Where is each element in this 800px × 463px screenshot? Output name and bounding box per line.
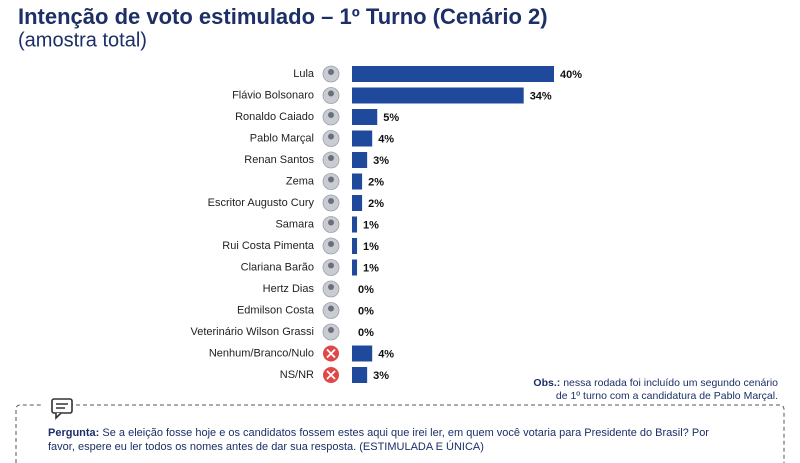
question-text: Se a eleição fosse hoje e os candidatos … — [102, 427, 709, 439]
candidate-avatar-head — [328, 305, 334, 312]
bar — [352, 130, 373, 147]
bar — [352, 66, 554, 82]
category-label: Ronaldo Caiado — [235, 111, 314, 123]
value-label: 1% — [363, 241, 379, 253]
none-icon-x — [326, 370, 336, 380]
value-label: 34% — [530, 90, 552, 102]
candidate-avatar-head — [328, 133, 334, 140]
category-label: Zema — [286, 175, 315, 187]
question-box — [15, 404, 785, 463]
bar — [352, 216, 358, 233]
candidate-avatar-head — [328, 198, 334, 204]
candidate-avatar-head — [328, 327, 334, 333]
category-label: Flávio Bolsonaro — [232, 89, 314, 101]
question-icon — [51, 398, 73, 420]
value-label: 0% — [358, 305, 374, 317]
category-label: Lula — [293, 68, 315, 80]
bar — [352, 195, 363, 211]
value-label: 40% — [560, 69, 582, 81]
none-icon-x — [326, 348, 336, 359]
value-label: 0% — [358, 284, 374, 296]
candidate-avatar-head — [328, 155, 334, 161]
note: Obs.: nessa rodada foi incluído um segun… — [533, 377, 778, 389]
candidate-avatar-head — [328, 241, 334, 247]
category-label: Hertz Dias — [263, 283, 315, 295]
candidate-avatar-head — [328, 262, 334, 269]
candidate-avatar-head — [328, 284, 334, 290]
question: Pergunta: Se a eleição fosse hoje e os c… — [48, 427, 709, 439]
bar — [352, 109, 378, 125]
bar — [352, 238, 358, 254]
value-label: 2% — [368, 176, 384, 188]
value-label: 1% — [363, 262, 379, 274]
category-label: Escritor Augusto Cury — [208, 197, 315, 209]
value-label: 2% — [368, 198, 384, 210]
bar — [352, 345, 373, 362]
candidate-avatar-head — [328, 69, 334, 75]
category-label: NS/NR — [280, 369, 314, 381]
category-label: Clariana Barão — [241, 261, 314, 273]
bar — [352, 367, 368, 383]
category-label: Rui Costa Pimenta — [222, 240, 315, 252]
bar — [352, 173, 363, 190]
value-label: 1% — [363, 219, 379, 231]
value-label: 4% — [378, 348, 394, 360]
value-label: 3% — [373, 155, 389, 167]
note-text: nessa rodada foi incluído um segundo cen… — [563, 377, 778, 389]
candidate-avatar-head — [328, 176, 334, 183]
value-label: 3% — [373, 370, 389, 382]
question-text: favor, espere eu ler todos os nomes ante… — [48, 440, 484, 453]
category-label: Nenhum/Branco/Nulo — [209, 347, 314, 359]
candidate-avatar-head — [328, 219, 334, 226]
category-label: Veterinário Wilson Grassi — [191, 326, 315, 338]
category-label: Pablo Marçal — [250, 132, 314, 144]
bar — [352, 87, 524, 104]
bar — [352, 259, 358, 276]
category-label: Renan Santos — [244, 154, 314, 166]
question-label: Pergunta: — [48, 427, 99, 439]
note-text: de 1º turno com a candidatura de Pablo M… — [556, 390, 778, 402]
value-label: 5% — [383, 112, 399, 124]
bar — [352, 152, 368, 168]
candidate-avatar-head — [328, 112, 334, 118]
category-label: Samara — [275, 218, 314, 230]
note-label: Obs.: — [533, 377, 560, 389]
value-label: 0% — [358, 327, 374, 339]
chart-subtitle: (amostra total) — [18, 29, 147, 51]
chart-title: Intenção de voto estimulado – 1º Turno (… — [18, 4, 548, 29]
candidate-avatar-head — [328, 90, 334, 97]
category-label: Edmilson Costa — [237, 304, 315, 316]
value-label: 4% — [378, 133, 394, 145]
